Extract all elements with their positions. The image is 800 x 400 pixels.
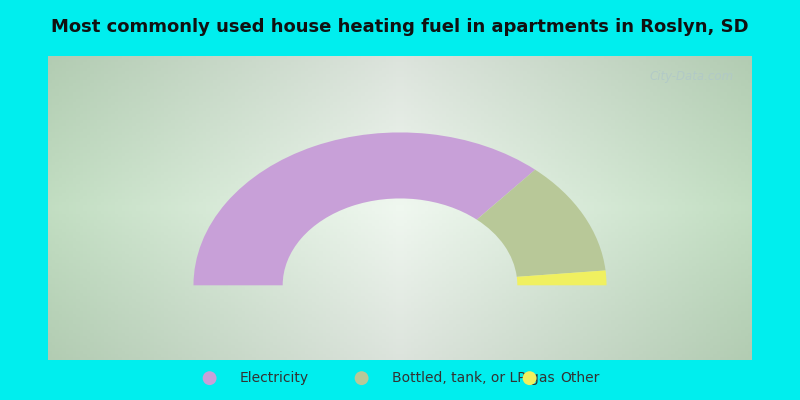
Wedge shape xyxy=(194,132,535,285)
Text: City-Data.com: City-Data.com xyxy=(649,70,734,83)
Text: Electricity: Electricity xyxy=(240,371,309,385)
Text: Other: Other xyxy=(560,371,599,385)
Wedge shape xyxy=(517,270,606,285)
Text: Bottled, tank, or LP gas: Bottled, tank, or LP gas xyxy=(392,371,554,385)
Text: Most commonly used house heating fuel in apartments in Roslyn, SD: Most commonly used house heating fuel in… xyxy=(51,18,749,36)
Wedge shape xyxy=(477,170,606,277)
